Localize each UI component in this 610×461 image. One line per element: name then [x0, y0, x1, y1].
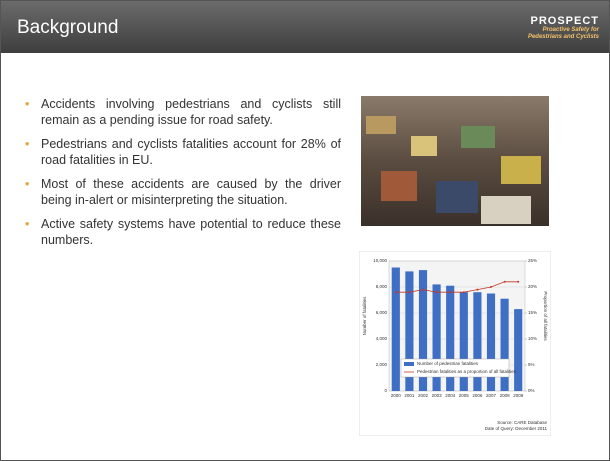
- photo-shape: [501, 156, 541, 184]
- line-point: [504, 281, 506, 283]
- y2-tick-label: 5%: [528, 362, 535, 367]
- line-point: [408, 291, 410, 293]
- y2-axis-label: Proportion of all fatalities: [543, 291, 548, 341]
- y-tick-label: 10,000: [373, 258, 387, 263]
- photo-shape: [411, 136, 437, 156]
- y2-tick-label: 25%: [528, 258, 537, 263]
- photo-shape: [481, 196, 531, 224]
- line-point: [476, 289, 478, 291]
- y-axis-label: Number of fatalities: [362, 296, 367, 336]
- x-tick-label: 2002: [418, 393, 429, 398]
- photo-shape: [461, 126, 495, 148]
- x-tick-label: 2007: [486, 393, 497, 398]
- x-tick-label: 2005: [459, 393, 470, 398]
- bullet: Accidents involving pedestrians and cycl…: [31, 97, 341, 128]
- bar: [392, 268, 400, 392]
- y-tick-label: 6,000: [376, 310, 388, 315]
- slide: Background PROSPECT Proactive Safety for…: [0, 0, 610, 461]
- y2-tick-label: 15%: [528, 310, 537, 315]
- x-tick-label: 2001: [404, 393, 415, 398]
- y2-tick-label: 10%: [528, 336, 537, 341]
- bar: [514, 309, 522, 391]
- x-tick-label: 2009: [513, 393, 524, 398]
- line-point: [517, 281, 519, 283]
- line-point: [422, 289, 424, 291]
- source: Date of Query: December 2011: [485, 426, 548, 431]
- bullet: Active safety systems have potential to …: [31, 217, 341, 248]
- y-tick-label: 4,000: [376, 336, 388, 341]
- y2-tick-label: 0%: [528, 388, 535, 393]
- source: Source: CARE Database: [497, 420, 547, 425]
- y-tick-label: 8,000: [376, 284, 388, 289]
- tagline: Pedestrians and Cyclists: [528, 34, 599, 41]
- tagline: Proactive Safety for: [528, 27, 599, 34]
- line-point: [449, 291, 451, 293]
- x-tick-label: 2003: [432, 393, 443, 398]
- photo-shape: [366, 116, 396, 134]
- bullet: Most of these accidents are caused by th…: [31, 177, 341, 208]
- bullet-list: Accidents involving pedestrians and cycl…: [31, 97, 341, 257]
- photo-shape: [381, 171, 417, 201]
- logo-text: PROSPECT: [528, 15, 599, 27]
- slide-title: Background: [17, 17, 118, 39]
- x-tick-label: 2004: [445, 393, 456, 398]
- x-tick-label: 2006: [472, 393, 483, 398]
- logo: PROSPECT Proactive Safety for Pedestrian…: [528, 15, 599, 41]
- x-tick-label: 2000: [391, 393, 402, 398]
- chart: Number of fatalities Proportion of all f…: [359, 251, 551, 436]
- line-point: [463, 291, 465, 293]
- legend-label: Pedestrian fatalities as a proportion of…: [417, 369, 517, 374]
- line-point: [395, 291, 397, 293]
- photo-shape: [436, 181, 478, 213]
- bullet: Pedestrians and cyclists fatalities acco…: [31, 137, 341, 168]
- x-tick-label: 2008: [500, 393, 511, 398]
- y2-tick-label: 20%: [528, 284, 537, 289]
- traffic-photo: [361, 96, 549, 226]
- line-point: [490, 286, 492, 288]
- header: Background PROSPECT Proactive Safety for…: [1, 1, 609, 53]
- legend-label: Number of pedestrian fatalities: [417, 361, 479, 366]
- line-point: [436, 291, 438, 293]
- legend-swatch: [404, 362, 414, 366]
- y-tick-label: 2,000: [376, 362, 388, 367]
